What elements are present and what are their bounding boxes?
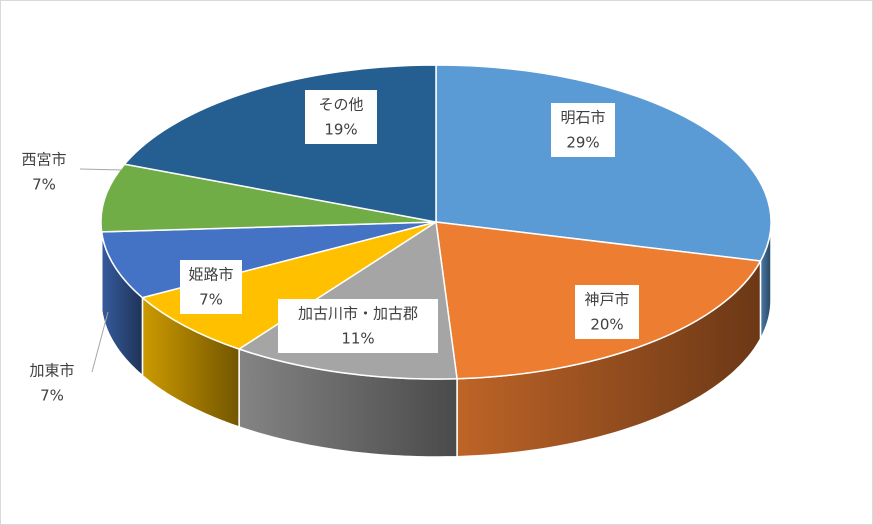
value-label: 20% [590,316,623,334]
value-label: 11% [341,330,374,348]
category-label: 西宮市 [21,151,66,169]
label-box [278,299,438,353]
label-box [305,90,377,144]
value-label: 7% [32,176,56,194]
label-box [575,285,639,339]
value-label: 7% [40,387,64,405]
label-box [180,260,242,314]
pie-sides [100,221,772,458]
category-label: 加東市 [29,362,74,380]
label-box [551,103,615,157]
category-label: その他 [318,96,363,114]
leader-line [79,168,123,171]
pie-slice [100,163,437,233]
value-label: 29% [566,134,599,152]
category-label: 姫路市 [188,266,233,284]
category-label: 神戸市 [584,291,629,309]
pie-slice [140,221,437,350]
data-labels: 明石市 29% 神戸市 20% 加古川市・加古郡 11% 姫路市 7% 加東市 7% 西宮市 7% その… [21,90,639,405]
category-label: 明石市 [560,109,605,127]
leader-line [91,311,109,373]
value-label: 7% [199,291,223,309]
value-label: 19% [324,121,357,139]
pie-slice [435,64,772,262]
category-label: 加古川市・加古郡 [298,305,418,323]
